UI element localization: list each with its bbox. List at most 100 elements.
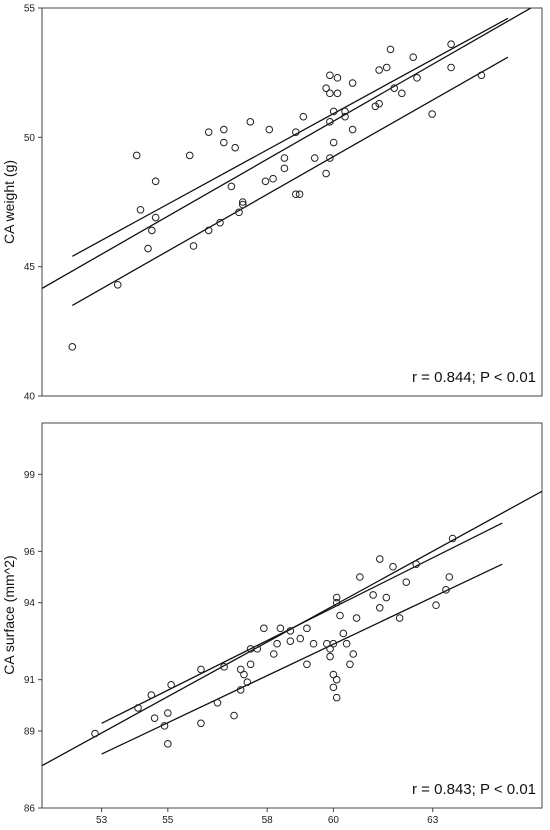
data-point [447,40,455,49]
data-point [395,614,404,622]
data-point [322,84,330,92]
data-point [326,89,334,98]
data-point [197,719,205,728]
data-point [150,714,159,722]
data-point [333,74,342,82]
y-tick-label: 91 [24,675,36,686]
data-point [326,154,334,162]
y-tick-label: 99 [24,470,36,481]
data-point [412,560,420,568]
data-point [326,118,334,126]
confidence-band-upper [71,17,509,257]
data-point [246,118,255,126]
y-tick-label: 55 [24,4,36,15]
x-tick-label: 60 [328,815,340,826]
data-point [390,84,399,92]
regression-line [42,8,533,289]
plot-frame [41,7,543,397]
data-point [342,639,351,648]
data-point [329,138,338,147]
data-point [398,89,406,98]
data-point [220,663,228,671]
data-point [147,691,156,699]
data-point [382,63,391,72]
data-point [238,198,247,206]
data-point [329,639,338,648]
data-point [326,71,334,80]
data-point [213,698,222,707]
data-point [280,164,289,173]
data-point [375,555,384,563]
data-point [204,226,213,235]
data-point [144,244,152,253]
data-point [260,624,268,633]
data-point [113,280,122,289]
plot-frame [41,422,543,809]
data-point [303,624,311,633]
confidence-band-upper [101,522,503,724]
data-point [189,242,198,250]
data-point [336,611,344,620]
panel-weight: 40 45 50 55 CA weight (g) r = 0.844; P < 0.… [1,4,543,403]
data-point [375,66,383,74]
data-point [238,200,247,209]
data-point [236,686,245,694]
data-point [151,177,160,186]
data-point [348,125,357,134]
data-point [230,711,238,720]
data-point [164,709,172,717]
data-point [291,190,300,199]
data-point [243,678,252,687]
data-point [448,534,457,543]
data-point [389,562,397,571]
data-point [310,154,319,162]
data-point [445,573,454,581]
data-point [442,586,450,594]
marks-layer: 40 45 50 55 [24,4,533,403]
data-point [375,99,383,108]
data-point [332,693,341,702]
data-point [68,343,77,351]
data-point [227,182,236,191]
x-tick-label: 53 [96,815,108,826]
data-point [339,629,348,638]
x-tick-label: 63 [427,815,439,826]
data-point [216,218,224,227]
data-point [136,205,145,214]
data-point [371,102,380,111]
data-point [332,598,341,607]
data-point [167,681,175,689]
y-tick-label: 94 [24,598,36,609]
confidence-band-lower [101,563,503,755]
y-axis-title: CA surface (mm^2) [1,555,17,674]
data-point [428,110,436,118]
data-point [132,151,141,160]
data-point [375,604,384,612]
data-point [261,177,270,186]
plot-area [42,490,542,767]
data-point [326,652,334,661]
data-point [386,45,395,54]
data-point [220,138,228,147]
y-tick-label: 86 [24,804,36,815]
data-point [346,660,354,669]
correlation-annotation: r = 0.843; P < 0.01 [412,781,536,798]
marks-layer: 86 89 91 94 96 99 53 55 58 60 63 [24,470,542,826]
data-point [240,670,248,679]
data-point [382,593,391,602]
y-tick-label: 45 [24,262,36,273]
data-point [356,573,364,581]
data-point [269,650,278,658]
data-point [329,107,338,116]
data-point [151,213,160,222]
data-point [134,704,142,712]
y-tick-label: 50 [24,133,36,144]
data-point [341,112,349,121]
y-tick-label: 96 [24,547,36,558]
data-point [265,125,274,134]
data-point [160,722,169,730]
data-point [329,683,338,692]
data-point [286,637,295,645]
data-point [413,74,421,82]
y-tick-label: 89 [24,727,36,738]
